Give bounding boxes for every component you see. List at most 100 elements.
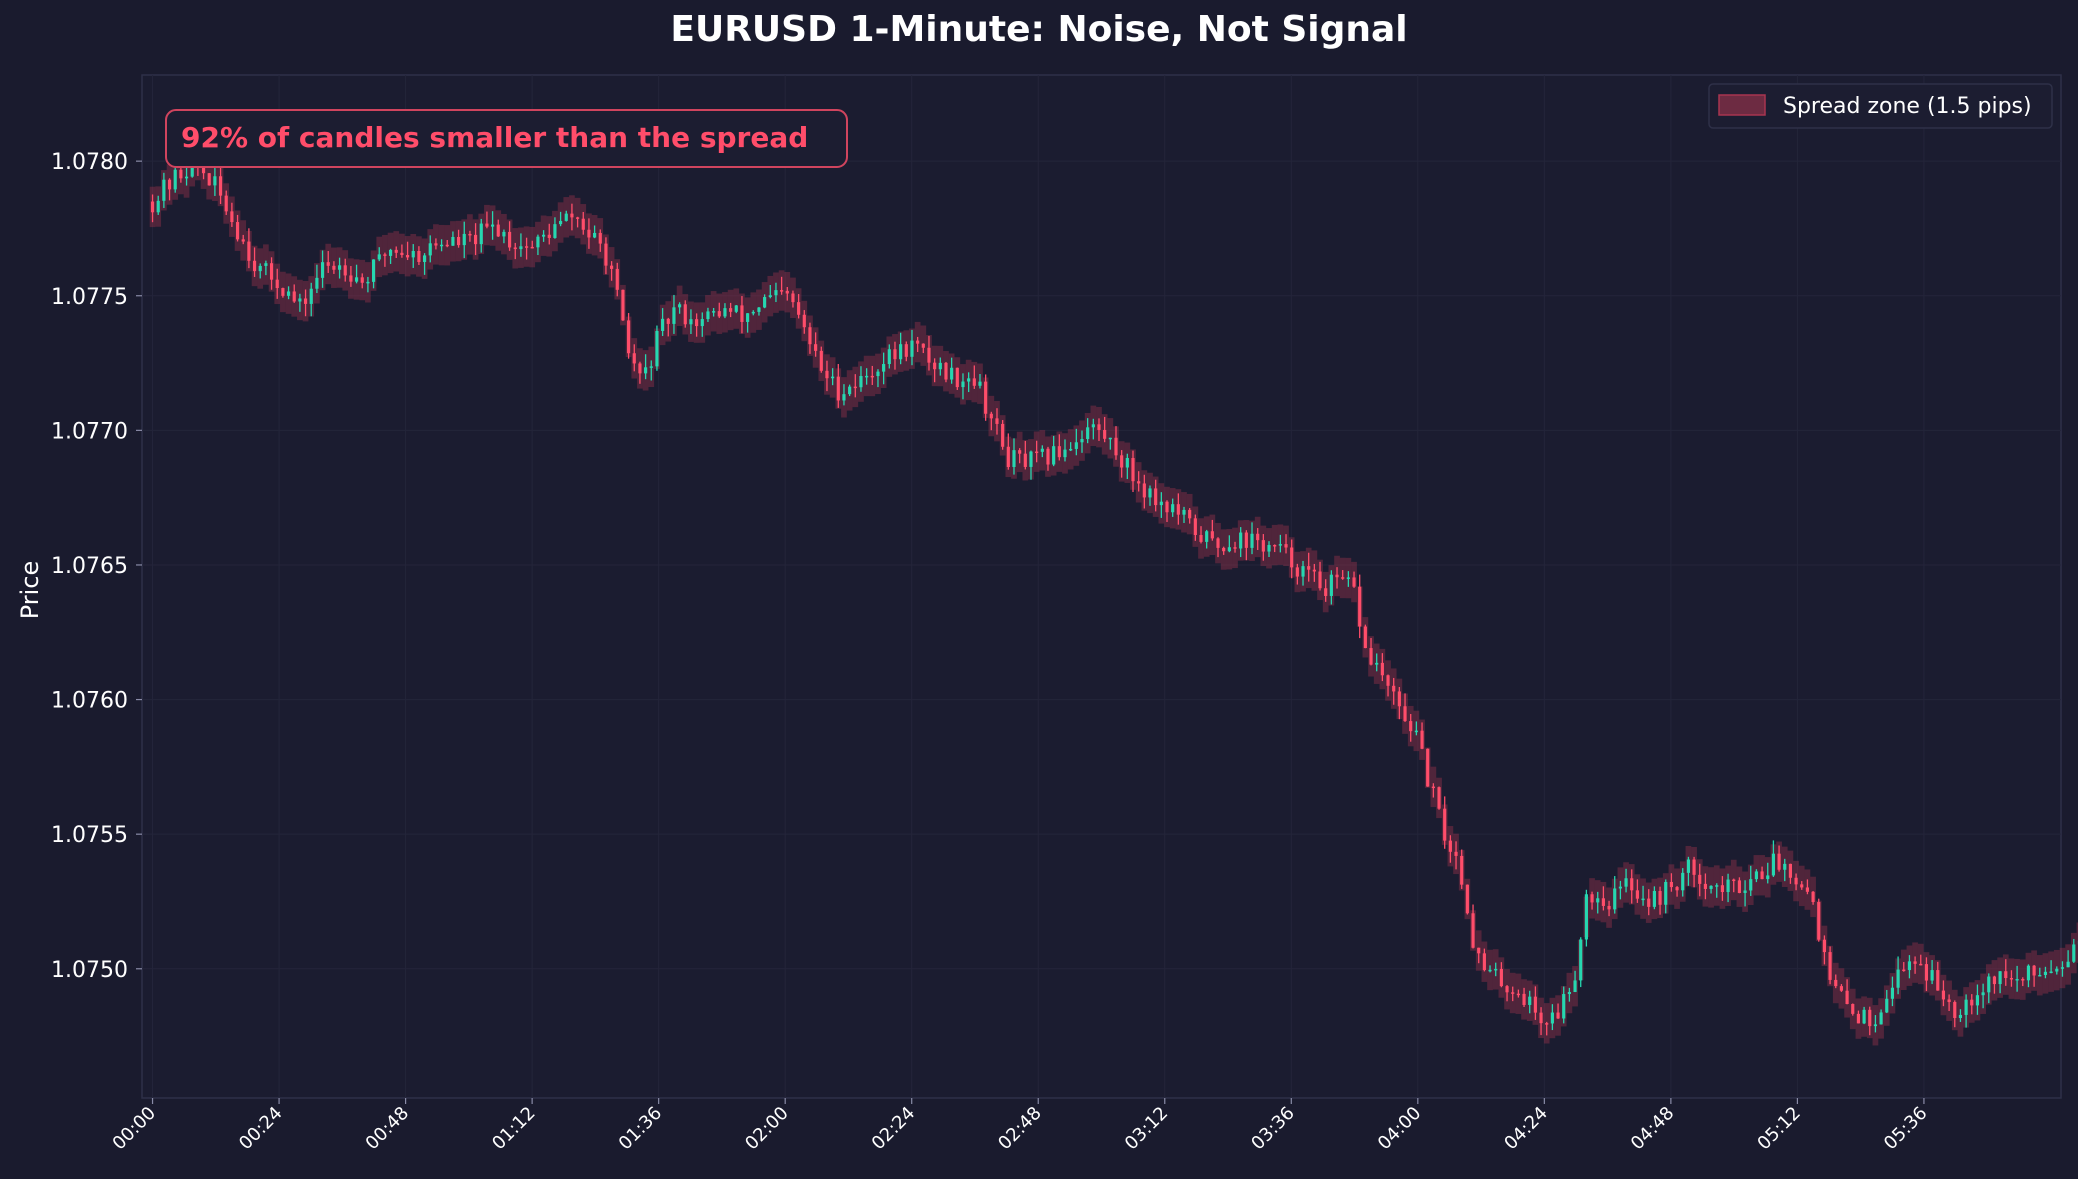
candle-body xyxy=(916,340,920,344)
candle-body xyxy=(513,247,517,250)
candle-body xyxy=(1074,442,1078,449)
candle-body xyxy=(1114,437,1118,456)
candle-body xyxy=(1256,533,1260,541)
candle-body xyxy=(1975,995,1980,1006)
candle-body xyxy=(621,289,625,321)
candle-body xyxy=(984,381,988,414)
candle-body xyxy=(360,277,364,283)
spread-zone xyxy=(2076,922,2078,963)
candle-body xyxy=(672,307,676,324)
candle-body xyxy=(400,252,404,256)
candle-body xyxy=(876,371,880,377)
candle-body xyxy=(1188,509,1192,519)
candle-body xyxy=(1324,588,1328,596)
candle-body xyxy=(230,211,234,223)
candle-body xyxy=(417,250,421,262)
candle-body xyxy=(1505,986,1509,993)
candle-body xyxy=(1647,898,1651,907)
candle-body xyxy=(1023,453,1027,467)
candle-body xyxy=(717,311,721,317)
candle-body xyxy=(525,246,529,248)
candle-body xyxy=(235,222,240,240)
candle-body xyxy=(1057,446,1061,458)
candle-body xyxy=(678,304,682,308)
candle-body xyxy=(1307,566,1311,570)
candle-body xyxy=(836,376,840,401)
candle-body xyxy=(1335,574,1339,578)
candle-body xyxy=(1414,730,1418,733)
candle-body xyxy=(281,288,285,296)
candle-body xyxy=(1567,992,1571,995)
candle-body xyxy=(700,319,704,327)
candle-body xyxy=(899,344,903,360)
y-tick-label: 1.0780 xyxy=(51,150,128,175)
candle-body xyxy=(967,378,971,382)
candle-body xyxy=(1392,685,1396,692)
candle-body xyxy=(944,362,948,380)
y-axis-ticks: 1.0750 1.0755 1.0760 1.0765 1.0770 1.0775 1.07… xyxy=(51,150,142,983)
candle-body xyxy=(1845,990,1849,1005)
candle-body xyxy=(598,232,602,244)
candle-body xyxy=(2004,971,2008,979)
candle-body xyxy=(627,320,631,354)
candle-body xyxy=(2026,965,2031,981)
candle-body xyxy=(570,213,574,218)
candle-body xyxy=(2055,968,2059,972)
candle-body xyxy=(1743,890,1747,893)
candle-body xyxy=(1947,999,1951,1003)
candle-body xyxy=(1261,540,1265,552)
candle-body xyxy=(615,268,619,290)
candle-body xyxy=(610,265,614,269)
candle-body xyxy=(1590,894,1594,903)
candle-body xyxy=(298,298,302,302)
candle-body xyxy=(865,375,869,378)
candle-body xyxy=(2021,978,2025,981)
candle-body xyxy=(1754,871,1758,880)
candle-body xyxy=(1267,544,1271,552)
candle-body xyxy=(655,330,659,367)
candle-body xyxy=(1454,851,1458,856)
candle-body xyxy=(757,307,761,312)
candle-body xyxy=(553,224,557,238)
candle-body xyxy=(1658,890,1662,905)
candle-body xyxy=(1516,993,1520,996)
candle-body xyxy=(1664,881,1668,905)
candle-body xyxy=(1924,964,1929,981)
candle-body xyxy=(1284,544,1288,548)
candle-body xyxy=(1556,1012,1560,1019)
candle-body xyxy=(581,218,585,230)
candle-body xyxy=(1533,996,1537,1013)
candle-body xyxy=(405,255,410,258)
candle-body xyxy=(1295,567,1299,577)
candle-body xyxy=(972,378,976,386)
candle-body xyxy=(933,362,937,370)
candle-body xyxy=(213,176,217,186)
candle-body xyxy=(1686,859,1690,873)
candle-body xyxy=(462,233,466,246)
candle-body xyxy=(349,275,353,282)
candle-body xyxy=(1431,786,1435,789)
candle-body xyxy=(1794,877,1798,885)
candle-body xyxy=(1301,566,1305,577)
candle-body xyxy=(1698,874,1702,884)
candle-body xyxy=(989,413,993,419)
candle-body xyxy=(547,234,551,238)
candle-body xyxy=(1346,577,1350,579)
candle-body xyxy=(1465,884,1469,914)
candle-body xyxy=(1630,878,1634,891)
candle-body xyxy=(1165,501,1169,513)
candle-body xyxy=(1448,840,1452,852)
candle-body xyxy=(1522,993,1526,1005)
candle-body xyxy=(1970,999,1974,1006)
candle-body xyxy=(1817,902,1821,940)
candle-body xyxy=(241,239,245,242)
candle-body xyxy=(1868,1009,1872,1027)
candle-body xyxy=(1352,577,1356,587)
candle-body xyxy=(269,263,274,280)
candle-body xyxy=(734,305,738,312)
candle-body xyxy=(1562,994,1566,1019)
candle-body xyxy=(1788,863,1792,878)
candle-body xyxy=(1805,887,1809,892)
candle-body xyxy=(1913,961,1917,964)
candle-body xyxy=(593,232,597,238)
